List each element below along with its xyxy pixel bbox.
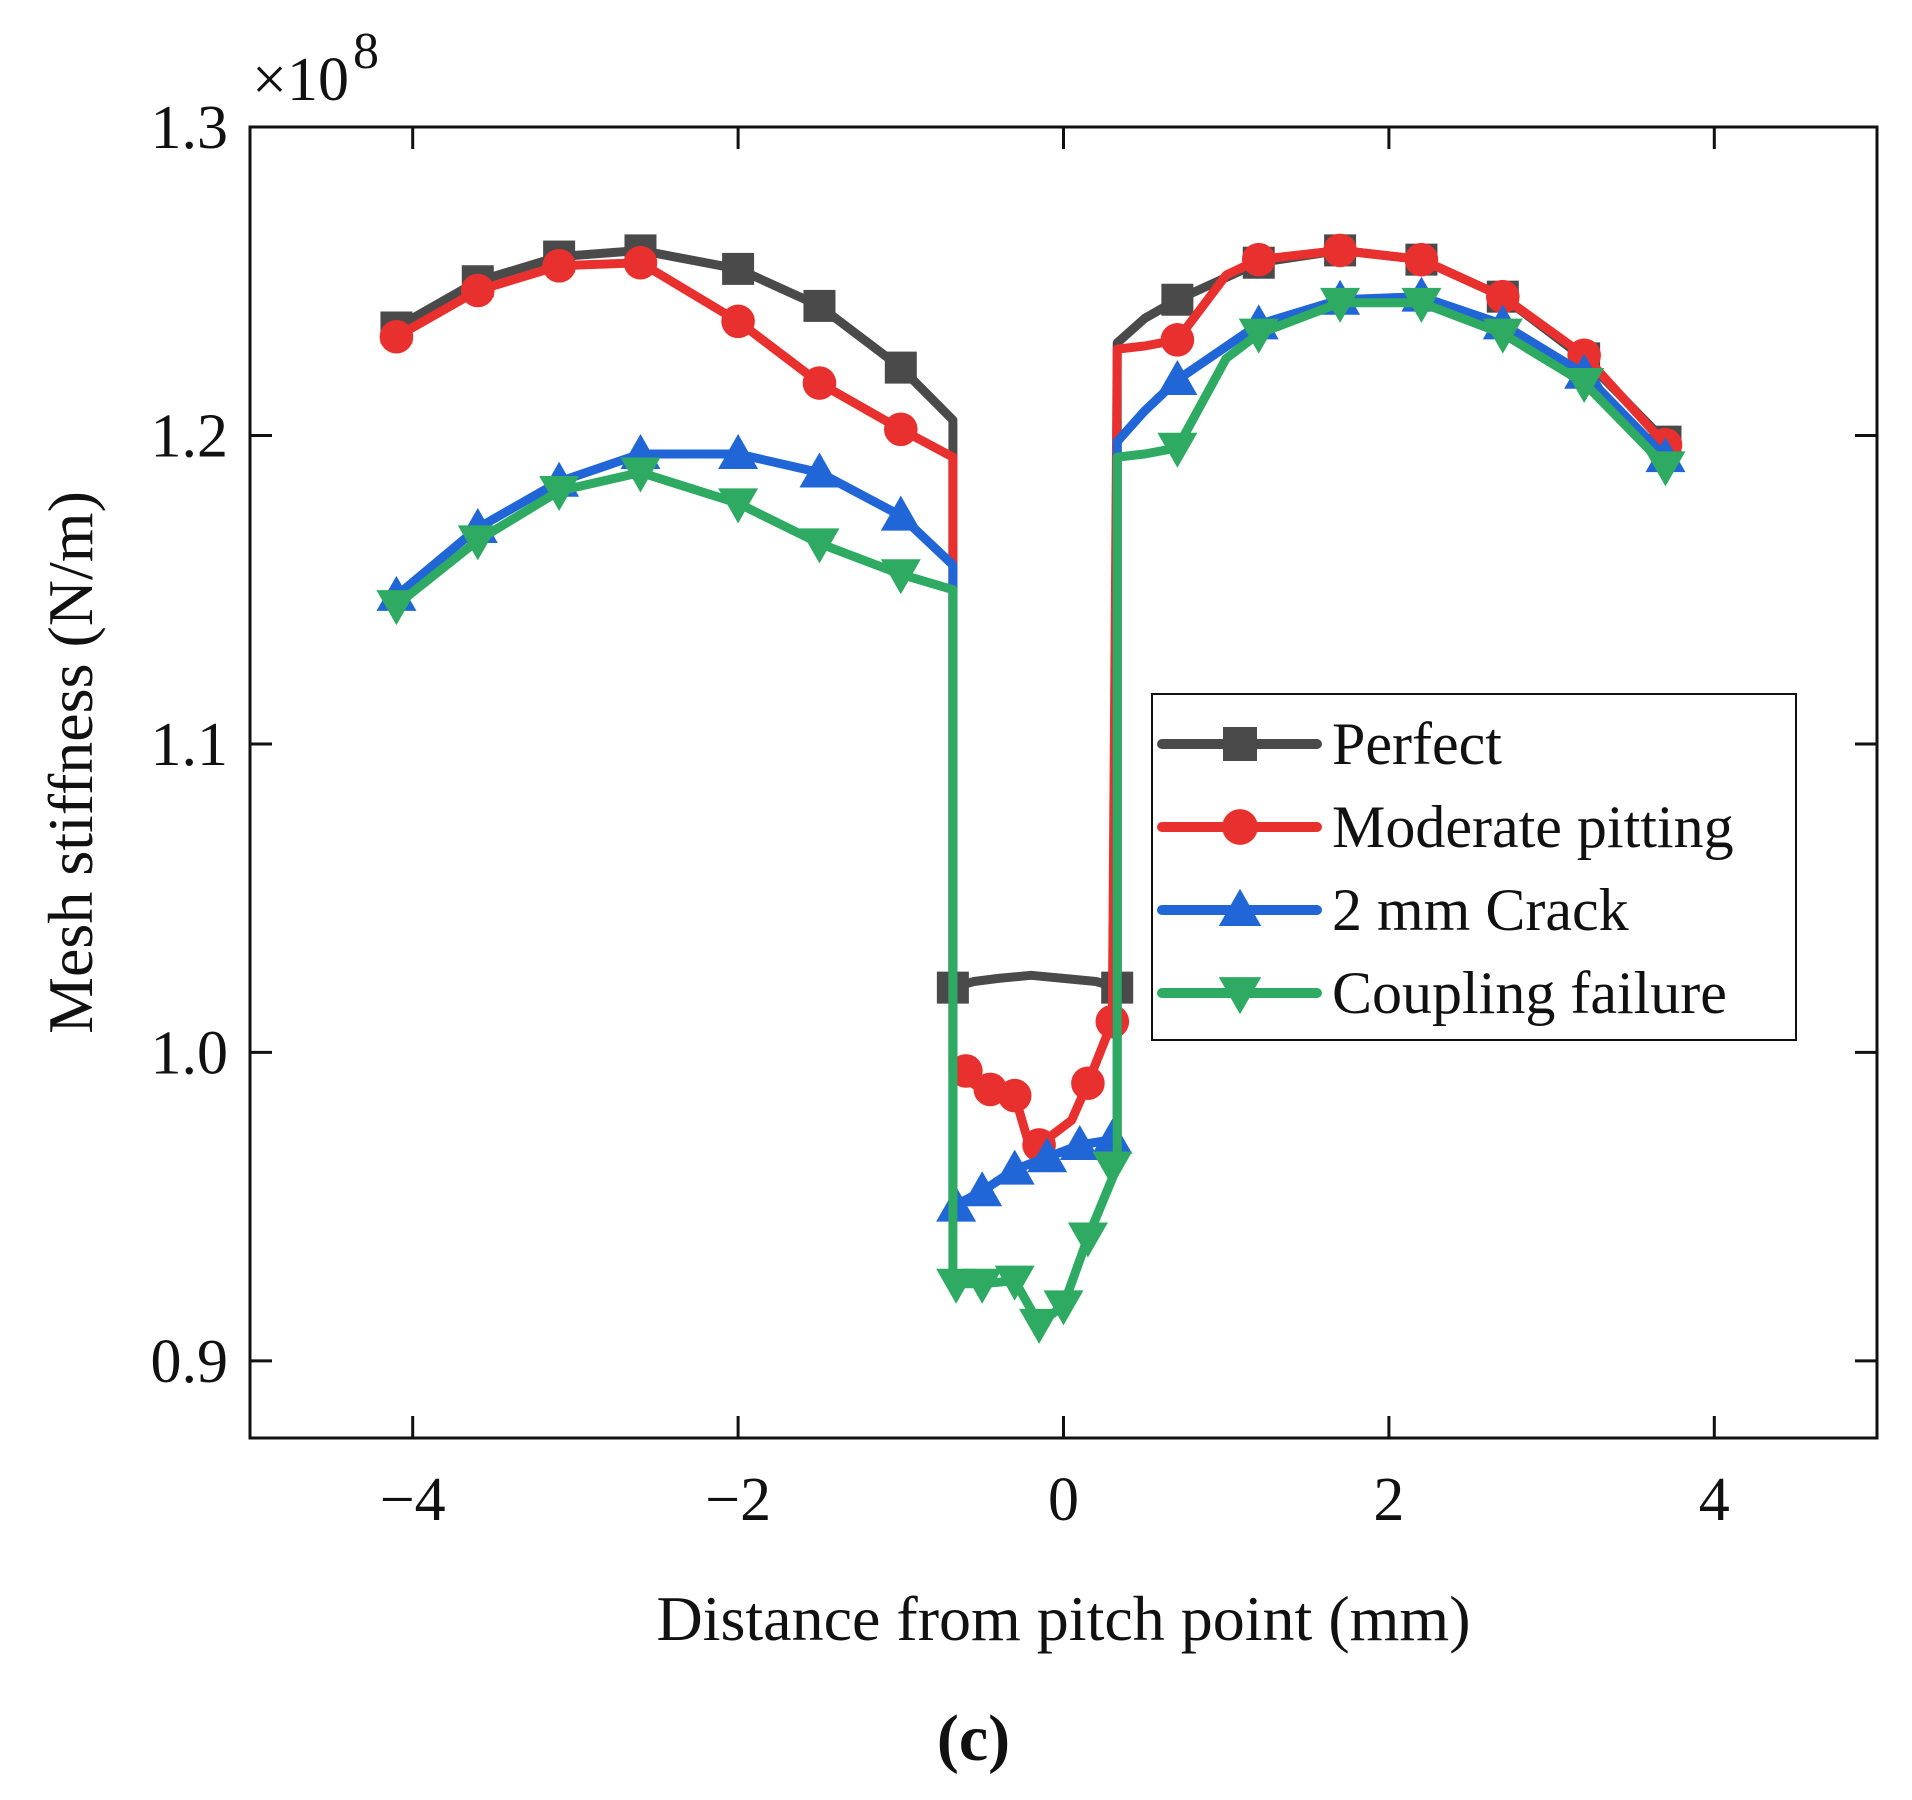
data-point-triangle-down	[1019, 1308, 1060, 1344]
legend-box	[1151, 693, 1797, 1041]
data-point-triangle-down	[880, 559, 921, 595]
axis-ticks: −4 −2 0 2 4 0.9 1.0 1.1 1.2 1.3	[151, 94, 1877, 1534]
data-point-triangle-up	[1092, 1118, 1133, 1154]
legend-label: Moderate pitting	[1332, 794, 1734, 860]
data-point-triangle-up	[880, 495, 921, 531]
data-point-triangle-up	[962, 1171, 1003, 1207]
data-point-triangle-up	[1157, 359, 1198, 395]
data-point-triangle-down	[1482, 318, 1523, 354]
x-tick-label: 4	[1699, 1466, 1730, 1534]
x-tick-label: −4	[380, 1466, 446, 1534]
data-point-triangle-down	[718, 488, 759, 524]
data-point-square	[884, 351, 917, 384]
series-layer	[376, 233, 1686, 1344]
data-point-circle	[1160, 323, 1195, 357]
data-point-circle	[949, 1054, 983, 1088]
data-point-triangle-up	[799, 452, 840, 488]
data-point-triangle-up	[718, 433, 759, 469]
y-tick-label: 1.2	[151, 402, 229, 470]
data-point-triangle-down	[1238, 318, 1279, 354]
y-multiplier-exponent: 8	[353, 23, 379, 80]
data-point-triangle-down	[1043, 1290, 1084, 1326]
data-point-circle	[884, 412, 918, 447]
data-point-square	[722, 252, 755, 285]
x-axis-title: Distance from pitch point (mm)	[656, 1583, 1470, 1654]
x-tick-label: −2	[705, 1466, 771, 1534]
data-point-circle	[379, 319, 414, 354]
data-point-triangle-up	[1059, 1124, 1100, 1160]
data-point-triangle-down	[962, 1268, 1003, 1304]
data-point-square	[803, 289, 836, 322]
data-point-circle	[997, 1078, 1032, 1113]
series-coupling-failure	[376, 287, 1686, 1344]
data-point-triangle-up	[994, 1149, 1035, 1185]
data-point-triangle-down	[994, 1265, 1035, 1301]
data-point-triangle-down	[1218, 977, 1262, 1015]
y-multiplier: ×10 8	[252, 23, 379, 114]
legend: Perfect Moderate pitting 2 mm Crack Couplin…	[1151, 693, 1797, 1041]
data-point-circle	[623, 245, 658, 280]
panel-label: (c)	[937, 1702, 1010, 1775]
data-point-triangle-down	[539, 475, 580, 511]
data-point-square	[1223, 727, 1257, 761]
y-tick-label: 1.0	[151, 1019, 229, 1087]
data-point-triangle-down	[1067, 1222, 1108, 1258]
data-point-circle	[460, 273, 495, 308]
data-point-circle	[1485, 279, 1520, 314]
data-point-triangle-down	[936, 1268, 977, 1304]
legend-label: Perfect	[1332, 711, 1502, 777]
y-tick-label: 1.3	[151, 94, 229, 162]
data-point-circle	[1241, 242, 1276, 277]
data-point-triangle-down	[457, 525, 498, 561]
data-point-triangle-down	[799, 528, 840, 564]
y-tick-label: 0.9	[151, 1328, 229, 1396]
data-point-triangle-down	[376, 590, 417, 626]
x-tick-label: 2	[1373, 1466, 1404, 1534]
y-multiplier-base: ×10	[252, 46, 349, 114]
data-point-triangle-down	[1320, 287, 1361, 323]
data-point-triangle-down	[1564, 368, 1605, 404]
data-point-circle	[802, 366, 837, 400]
y-tick-label: 1.1	[151, 711, 229, 779]
legend-label: Coupling failure	[1332, 960, 1727, 1026]
data-point-circle	[542, 249, 576, 283]
data-point-circle	[721, 304, 755, 339]
data-point-triangle-down	[1092, 1151, 1133, 1187]
data-point-triangle-down	[1645, 451, 1686, 487]
data-point-triangle-up	[1218, 888, 1262, 926]
data-point-circle	[1323, 233, 1357, 268]
x-tick-label: 0	[1048, 1466, 1079, 1534]
data-point-circle	[1095, 1004, 1130, 1039]
data-point-triangle-down	[1401, 287, 1442, 323]
legend-label: 2 mm Crack	[1332, 877, 1629, 943]
data-point-triangle-down	[620, 457, 661, 493]
data-point-circle	[1404, 242, 1439, 277]
data-point-triangle-down	[1157, 432, 1198, 468]
data-point-circle	[1222, 809, 1258, 845]
data-point-circle	[1071, 1066, 1105, 1101]
y-axis-title: Mesh stiffness (N/m)	[35, 491, 106, 1034]
data-point-triangle-up	[1027, 1137, 1068, 1173]
data-point-square	[1161, 283, 1194, 316]
